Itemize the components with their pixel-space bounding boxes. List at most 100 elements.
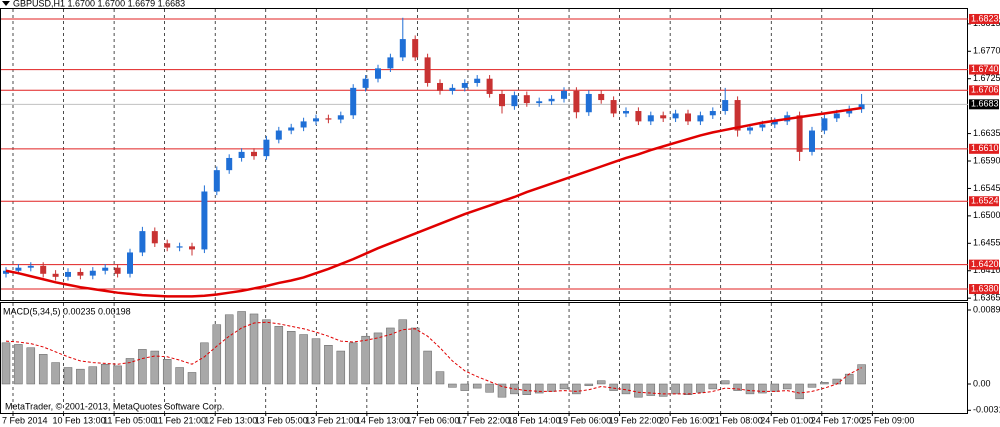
x-tick-label: 19 Feb 22:00 — [609, 415, 662, 425]
macd-bar — [336, 350, 346, 385]
macd-bar — [113, 365, 122, 385]
candle-body — [412, 39, 419, 58]
candle-body — [796, 115, 803, 152]
macd-bar — [286, 331, 296, 385]
macd-bar — [76, 368, 85, 385]
macd-bar — [410, 327, 420, 385]
candle-body — [375, 68, 381, 79]
x-tick-label: 11 Feb 05:00 — [103, 415, 155, 425]
macd-signal — [5, 321, 862, 395]
x-tick-label: 7 Feb 2014 — [2, 415, 48, 425]
candle-body — [660, 115, 667, 119]
candle-body — [263, 139, 270, 157]
macd-bar — [187, 372, 197, 385]
y-tick-label: 1.6590 — [973, 155, 1000, 165]
candle-body — [821, 118, 828, 131]
level-label: 1.6380 — [971, 283, 999, 293]
level-label-box — [969, 259, 999, 270]
candle-body — [685, 113, 691, 122]
chart-title: GBPUSD,H1 1.6700 1.6700 1.6679 1.6683 — [13, 0, 185, 8]
macd-panel-frame — [0, 302, 968, 414]
macd-bar — [26, 347, 36, 385]
candle-body — [164, 243, 171, 248]
macd-bar — [324, 345, 333, 385]
macd-bar — [534, 383, 544, 394]
macd-bar — [733, 383, 742, 391]
candle-body — [139, 231, 146, 253]
candle-body — [771, 121, 778, 125]
y-tick-label: 1.6410 — [973, 265, 1000, 275]
macd-bar — [348, 342, 358, 385]
candle-body — [213, 170, 220, 192]
x-tick-label: 17 Feb 22:00 — [457, 415, 510, 425]
candle-body — [709, 111, 716, 116]
level-label: 1.6610 — [971, 143, 999, 153]
macd-title: MACD(5,34,5) 0.00235 0.00198 — [3, 306, 131, 316]
candle-body — [313, 118, 319, 122]
candle-body — [511, 95, 518, 107]
candle-body — [437, 82, 443, 91]
macd-bar — [485, 383, 494, 393]
macd-bar — [361, 335, 370, 385]
candle-body — [102, 267, 109, 271]
menu-arrow — [2, 1, 10, 6]
macd-bar — [88, 366, 98, 385]
x-tick-label: 20 Feb 16:00 — [659, 415, 712, 425]
macd-bar — [807, 383, 817, 388]
candle-body — [77, 271, 84, 276]
candle-body — [27, 265, 34, 268]
candle-body — [809, 130, 815, 152]
level-label-box — [969, 13, 999, 24]
macd-bar — [299, 334, 308, 385]
candle-body — [238, 151, 245, 158]
x-tick-label: 24 Feb 17:00 — [811, 415, 864, 425]
candle-body — [40, 265, 47, 274]
macd-bar — [311, 338, 321, 385]
candle-body — [189, 246, 195, 250]
macd-bar — [212, 324, 222, 385]
candle-body — [747, 127, 753, 131]
macd-bar — [175, 367, 184, 385]
macd-bar — [162, 359, 172, 385]
candle-body — [52, 273, 59, 277]
candle-body — [387, 57, 394, 69]
macd-bar — [38, 354, 48, 385]
candle-body — [722, 100, 729, 112]
macd-bar — [138, 349, 147, 385]
candle-body — [275, 130, 282, 140]
candle-body — [151, 231, 158, 244]
y-tick-label: 1.6500 — [973, 210, 1000, 220]
macd-bar — [435, 371, 445, 385]
level-label: 1.6740 — [971, 64, 999, 74]
candle-body — [561, 90, 567, 99]
level-label-box — [969, 143, 999, 154]
macd-bar — [522, 383, 532, 395]
candle-body — [858, 104, 865, 110]
candle-body — [598, 93, 605, 101]
moving-average — [5, 106, 862, 298]
candle-body — [536, 101, 543, 104]
candle-body — [300, 121, 307, 128]
candle-body — [226, 157, 233, 171]
macd-bar — [547, 383, 556, 392]
candle-body — [65, 271, 71, 277]
macd-bar — [584, 383, 594, 386]
macd-bar — [262, 319, 271, 385]
level-label: 1.6420 — [971, 259, 999, 269]
candle-body — [548, 98, 555, 102]
macd-bar — [150, 350, 160, 385]
copyright: MetaTrader, © 2001-2013, MetaQuotes Soft… — [5, 401, 224, 411]
candle-body — [350, 87, 357, 116]
macd-bar — [646, 383, 656, 396]
candle-body — [635, 111, 642, 122]
y-tick-label: 0.00 — [973, 378, 991, 388]
x-tick-label: 24 Feb 01:00 — [760, 415, 813, 425]
candle-body — [325, 118, 332, 120]
y-tick-label: 1.6725 — [973, 73, 1000, 83]
candle-body — [523, 95, 530, 104]
macd-bar — [237, 311, 246, 385]
candle-body — [176, 246, 183, 248]
candle-body — [697, 115, 704, 122]
macd-bar — [398, 319, 408, 385]
